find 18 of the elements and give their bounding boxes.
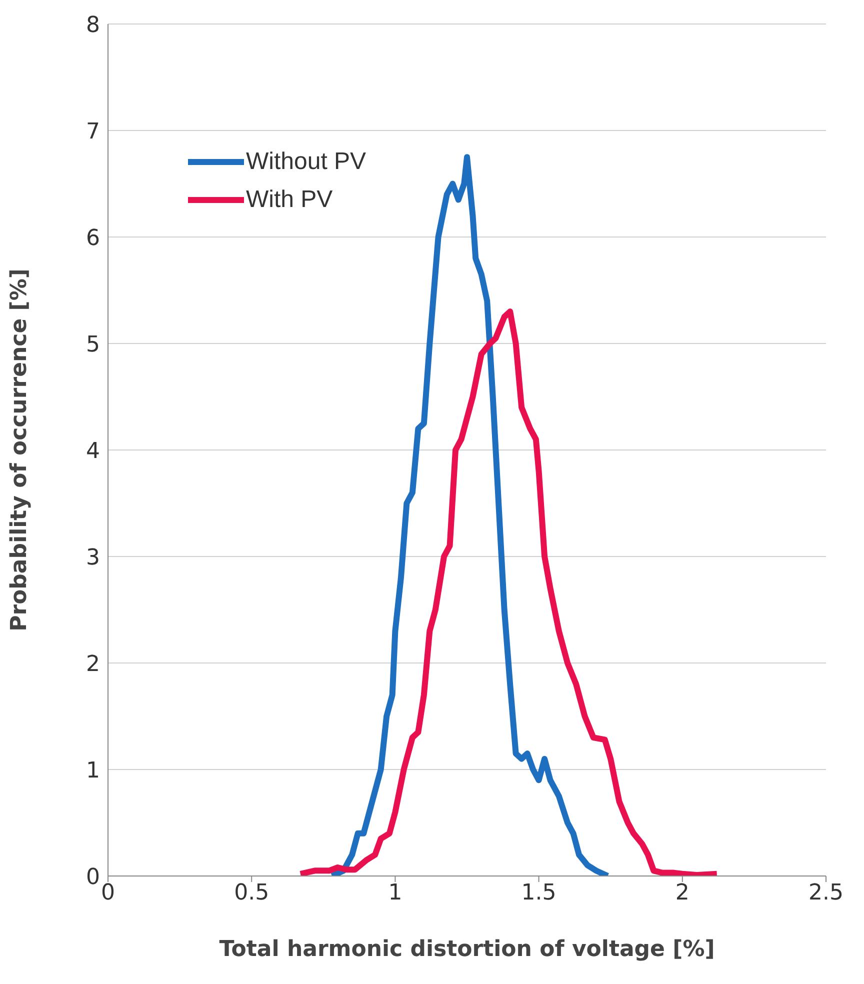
- y-tick-label: 6: [86, 226, 100, 251]
- y-tick-label: 5: [86, 332, 100, 358]
- y-tick-label: 2: [86, 652, 100, 677]
- legend-label: With PV: [246, 186, 333, 214]
- x-tick-label: 2: [675, 880, 690, 906]
- x-tick-label: 1: [388, 880, 402, 906]
- x-tick-label: 1.5: [521, 880, 556, 906]
- y-tick-label: 8: [86, 12, 100, 38]
- y-tick-label: 3: [86, 545, 100, 570]
- y-tick-label: 7: [86, 119, 100, 144]
- x-tick-label: 2.5: [808, 880, 844, 906]
- x-axis-title: Total harmonic distortion of voltage [%]: [219, 937, 715, 962]
- y-tick-label: 0: [86, 864, 100, 890]
- legend-label: Without PV: [246, 148, 366, 176]
- y-tick-label: 1: [86, 758, 100, 784]
- x-tick-label: 0.5: [234, 880, 270, 906]
- y-tick-label: 4: [86, 438, 100, 464]
- y-axis-title: Probability of occurrence [%]: [6, 268, 32, 632]
